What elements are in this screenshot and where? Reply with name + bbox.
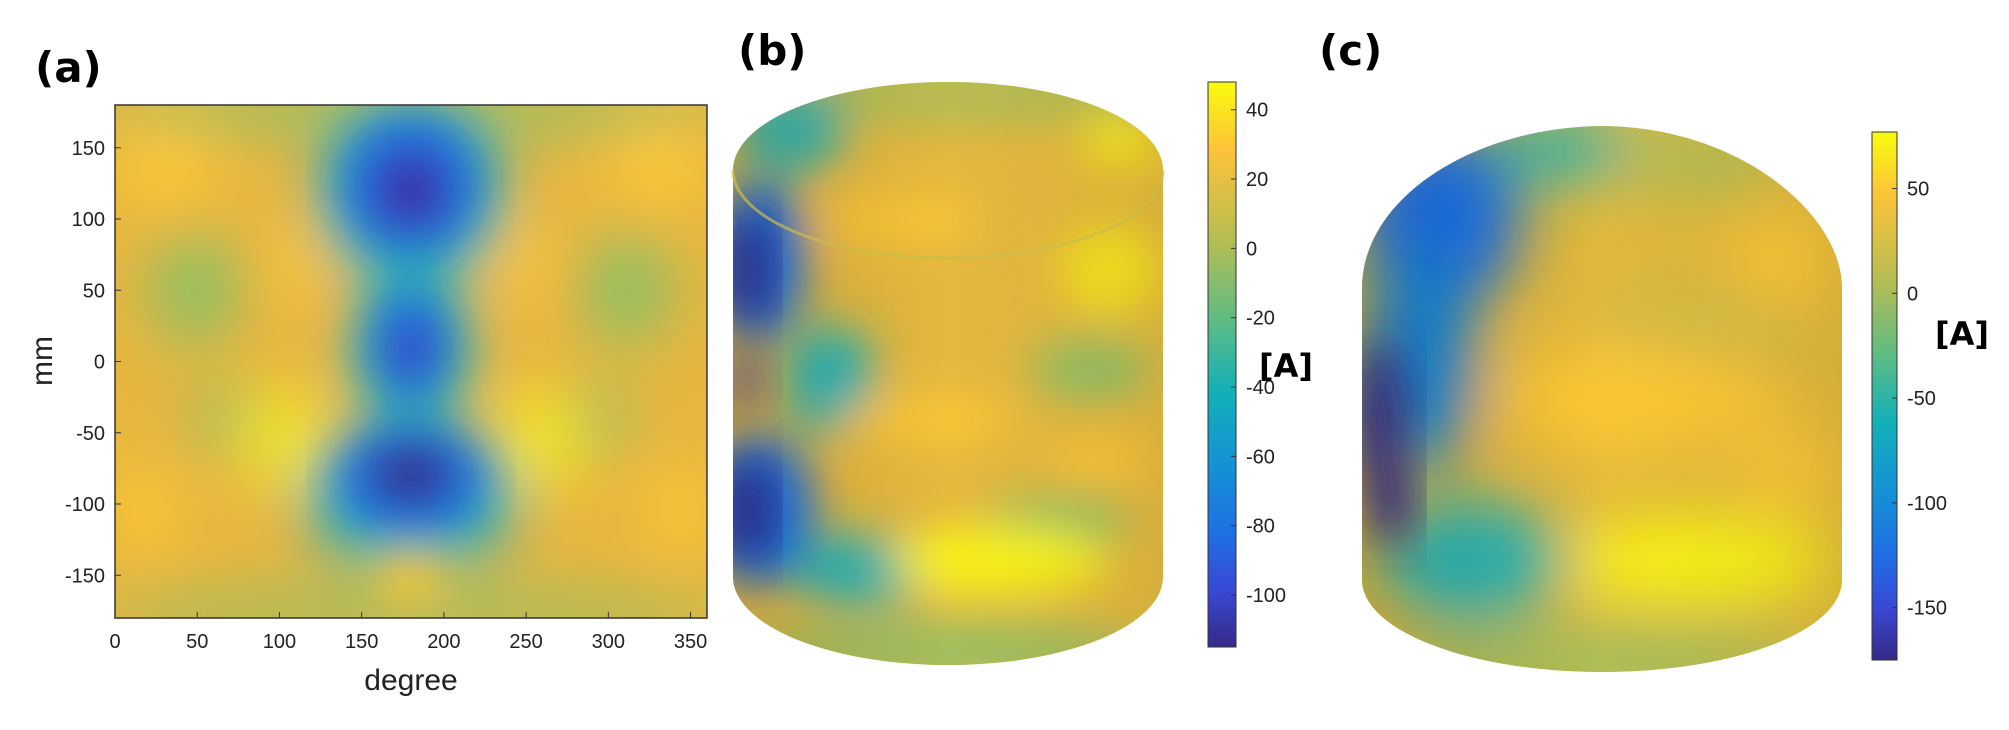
- colorbar-tick-label: -50: [1907, 388, 1936, 410]
- y-tick-label: -50: [76, 423, 105, 445]
- colorbar-tick-label: -20: [1246, 308, 1275, 330]
- y-tick-label: 0: [94, 352, 105, 374]
- colorbar-tick-label: -40: [1246, 377, 1275, 399]
- colorbar-unit-c: [A]: [1935, 315, 1989, 353]
- y-tick-label: 150: [72, 138, 105, 160]
- cylinder-rim-b: [731, 169, 1165, 260]
- x-tick-label: 300: [592, 631, 625, 653]
- colorbar-ticks-b: 40 20 0 -20 -40 -60 -80 -100: [1231, 100, 1286, 607]
- colorbar-ticks-c: 50 0 -50 -100 -150: [1892, 179, 1947, 620]
- y-tick-label: 50: [83, 280, 105, 302]
- colorbar-tick-label: -100: [1907, 493, 1947, 515]
- capped-surface-c: [1362, 126, 1842, 672]
- y-tick-label: 100: [72, 209, 105, 231]
- x-tick-label: 200: [427, 631, 460, 653]
- x-tick-label: 250: [509, 631, 542, 653]
- colorbar-tick-label: 40: [1246, 100, 1268, 122]
- colorbar-c: [1871, 131, 1898, 661]
- panel-label-b: (b): [738, 26, 806, 75]
- colorbar-tick-label: 0: [1246, 238, 1257, 260]
- x-tick-label: 100: [263, 631, 296, 653]
- colorbar-tick-label: -60: [1246, 446, 1275, 468]
- colorbar-tick-label: -150: [1907, 598, 1947, 620]
- cylinder-surface-b: [733, 82, 1163, 665]
- colorbar-b: [1207, 81, 1237, 648]
- y-axis-label: mm: [26, 336, 59, 386]
- colorbar-tick-label: -100: [1246, 585, 1286, 607]
- y-tick-label: -100: [65, 494, 105, 516]
- heatmap-a: [115, 105, 707, 618]
- x-tick-label: 350: [674, 631, 707, 653]
- x-tick-label: 50: [186, 631, 208, 653]
- panel-label-a: (a): [35, 43, 102, 92]
- colorbar-tick-label: 0: [1907, 283, 1918, 305]
- y-tick-label: -150: [65, 565, 105, 587]
- colorbar-tick-label: -80: [1246, 516, 1275, 538]
- panel-label-c: (c): [1319, 26, 1382, 75]
- x-tick-label: 150: [345, 631, 378, 653]
- colorbar-tick-label: 50: [1907, 179, 1929, 201]
- colorbar-unit-b: [A]: [1259, 347, 1313, 385]
- x-tick-label: 0: [109, 631, 120, 653]
- colorbar-tick-label: 20: [1246, 169, 1268, 191]
- x-axis-label: degree: [364, 664, 457, 697]
- y-axis-a: -150 -100 -50 0 50 100 150: [65, 138, 121, 587]
- x-axis-a: 0 50 100 150 200 250 300 350: [109, 612, 707, 653]
